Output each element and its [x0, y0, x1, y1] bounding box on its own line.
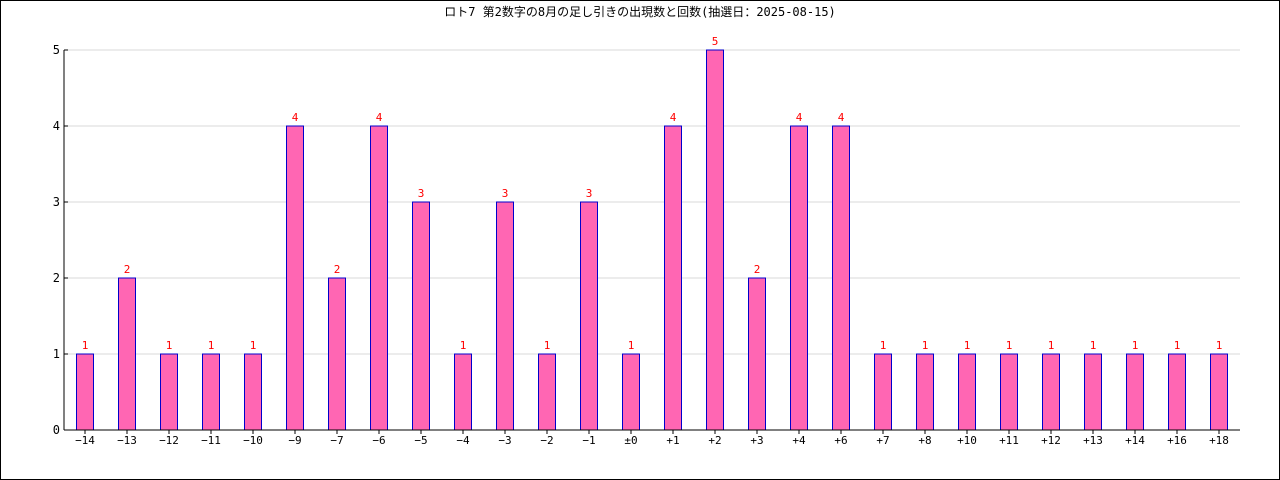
- y-tick-label: 2: [53, 271, 60, 285]
- bar: [244, 353, 262, 431]
- data-label: 4: [376, 111, 383, 124]
- bar: [1000, 353, 1018, 431]
- bar: [748, 277, 766, 431]
- data-label: 1: [1090, 339, 1097, 352]
- x-tick-label: +18: [1209, 434, 1229, 447]
- bar: [412, 201, 430, 431]
- data-label: 4: [838, 111, 845, 124]
- bar: [706, 49, 724, 431]
- x-tick-label: +13: [1083, 434, 1103, 447]
- data-label: 1: [544, 339, 551, 352]
- bar: [790, 125, 808, 431]
- y-tick-label: 1: [53, 347, 60, 361]
- bar: [286, 125, 304, 431]
- x-tick-label: +12: [1041, 434, 1061, 447]
- x-tick-label: −4: [456, 434, 470, 447]
- x-tick-label: −13: [117, 434, 137, 447]
- data-label: 1: [166, 339, 173, 352]
- x-tick-label: +11: [999, 434, 1019, 447]
- data-label: 1: [460, 339, 467, 352]
- data-label: 1: [1132, 339, 1139, 352]
- data-label: 1: [208, 339, 215, 352]
- bar: [1042, 353, 1060, 431]
- bar: [118, 277, 136, 431]
- data-label: 1: [964, 339, 971, 352]
- x-tick-label: +6: [834, 434, 847, 447]
- bar: [454, 353, 472, 431]
- bar: [622, 353, 640, 431]
- bar: [76, 353, 94, 431]
- bar: [832, 125, 850, 431]
- x-tick-label: +1: [666, 434, 679, 447]
- bars: [76, 49, 1228, 431]
- data-label: 3: [586, 187, 593, 200]
- data-label: 4: [670, 111, 677, 124]
- y-tick-label: 0: [53, 423, 60, 437]
- x-tick-label: +3: [750, 434, 763, 447]
- bar: [202, 353, 220, 431]
- bar: [664, 125, 682, 431]
- labels: 0123451−142−131−121−111−104−92−74−63−51−…: [53, 35, 1229, 447]
- y-tick-label: 4: [53, 119, 60, 133]
- x-tick-label: −11: [201, 434, 221, 447]
- data-label: 3: [418, 187, 425, 200]
- data-label: 4: [796, 111, 803, 124]
- x-tick-label: −3: [498, 434, 511, 447]
- data-label: 1: [1006, 339, 1013, 352]
- x-tick-label: +10: [957, 434, 977, 447]
- bar: [160, 353, 178, 431]
- x-tick-label: −12: [159, 434, 179, 447]
- data-label: 1: [628, 339, 635, 352]
- bar: [958, 353, 976, 431]
- x-tick-label: +7: [876, 434, 889, 447]
- data-label: 5: [712, 35, 719, 48]
- x-tick-label: −1: [582, 434, 595, 447]
- data-label: 1: [880, 339, 887, 352]
- bar: [1084, 353, 1102, 431]
- bar: [1168, 353, 1186, 431]
- bar: [916, 353, 934, 431]
- data-label: 1: [82, 339, 89, 352]
- data-label: 1: [922, 339, 929, 352]
- x-tick-label: ±0: [624, 434, 637, 447]
- data-label: 4: [292, 111, 299, 124]
- data-label: 3: [502, 187, 509, 200]
- bar: [874, 353, 892, 431]
- x-tick-label: +16: [1167, 434, 1187, 447]
- x-tick-label: +14: [1125, 434, 1145, 447]
- x-tick-label: −2: [540, 434, 553, 447]
- x-tick-label: −5: [414, 434, 427, 447]
- bar: [496, 201, 514, 431]
- data-label: 2: [124, 263, 131, 276]
- grid-lines: [64, 49, 1240, 355]
- bar: [580, 201, 598, 431]
- data-label: 2: [334, 263, 341, 276]
- x-tick-label: −7: [330, 434, 343, 447]
- bar: [328, 277, 346, 431]
- data-label: 1: [1048, 339, 1055, 352]
- axes: [63, 49, 1240, 434]
- data-label: 1: [1216, 339, 1223, 352]
- y-tick-label: 3: [53, 195, 60, 209]
- x-tick-label: −6: [372, 434, 385, 447]
- y-tick-label: 5: [53, 43, 60, 57]
- x-tick-label: −9: [288, 434, 301, 447]
- x-tick-label: +2: [708, 434, 721, 447]
- bar: [538, 353, 556, 431]
- data-label: 1: [1174, 339, 1181, 352]
- bar: [1126, 353, 1144, 431]
- x-tick-label: +4: [792, 434, 806, 447]
- x-tick-label: −14: [75, 434, 95, 447]
- data-label: 2: [754, 263, 761, 276]
- x-tick-label: +8: [918, 434, 931, 447]
- bar: [1210, 353, 1228, 431]
- chart-title: ロト7 第2数字の8月の足し引きの出現数と回数(抽選日：2025-08-15): [444, 5, 836, 19]
- x-tick-label: −10: [243, 434, 263, 447]
- data-label: 1: [250, 339, 257, 352]
- bar: [370, 125, 388, 431]
